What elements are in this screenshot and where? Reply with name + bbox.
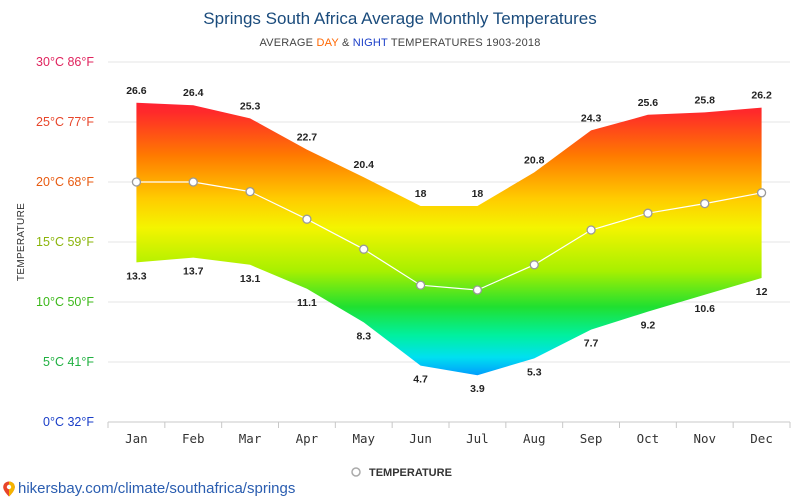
temperature-point[interactable] [188,177,198,187]
y-tick-label: 5°C 41°F [43,355,94,369]
subtitle-prefix: AVERAGE [259,37,316,49]
x-tick-label: Dec [750,431,773,446]
x-tick-label: Sep [580,431,603,446]
y-tick-label: 10°C 50°F [36,295,94,309]
day-value-label: 25.3 [240,100,261,112]
day-value-label: 25.8 [695,94,716,106]
day-value-label: 26.2 [751,90,772,102]
y-tick-label: 30°C 86°F [36,55,94,69]
x-tick-label: Apr [296,431,319,446]
night-value-label: 11.1 [297,297,317,309]
day-value-labels: 26.6 26.4 25.3 22.7 20.4 18 18 20.8 24.3 25.6 25.8… [126,85,772,200]
night-value-label: 3.9 [470,383,485,395]
x-axis-ticks: Jan Feb Mar Apr May Jun Jul Aug Sep Oct Nov Dec [107,422,791,446]
subtitle-amp: & [339,37,353,49]
temperature-point[interactable] [756,188,767,198]
y-tick-label: 20°C 68°F [36,175,94,189]
day-value-label: 20.4 [354,159,375,171]
y-axis-ticks: 30°C 86°F 25°C 77°F 20°C 68°F 15°C 59°F 10°C… [36,55,94,429]
night-value-label: 13.7 [183,266,204,278]
day-value-label: 20.8 [524,154,545,166]
night-value-label: 5.3 [527,366,542,378]
day-value-label: 26.4 [183,87,204,99]
y-axis-label: TEMPERATURE [16,203,27,281]
night-value-label: 4.7 [413,374,428,386]
x-tick-label: Feb [182,431,205,446]
day-value-label: 26.6 [126,85,147,97]
x-tick-label: Nov [693,431,716,446]
x-tick-label: Jun [409,431,432,446]
temperature-point[interactable] [302,214,312,224]
day-night-band [136,102,762,376]
subtitle-day: DAY [316,37,339,49]
legend-label: TEMPERATURE [369,467,452,479]
night-value-label: 10.6 [695,303,716,315]
temperature-point[interactable] [643,208,653,218]
y-tick-label: 25°C 77°F [36,115,94,129]
temperature-point[interactable] [131,177,142,187]
legend-marker-icon [351,467,361,477]
day-value-label: 24.3 [581,112,602,124]
subtitle-night: NIGHT [353,37,388,49]
x-tick-label: Jul [466,431,489,446]
x-tick-label: Mar [239,431,262,446]
temperature-point[interactable] [529,260,539,270]
x-tick-label: Jan [125,431,148,446]
x-tick-label: Aug [523,431,546,446]
night-value-labels: 13.3 13.7 13.1 11.1 8.3 4.7 3.9 5.3 7.7 9.2 10.6 12 [126,266,767,396]
chart-subtitle: AVERAGE DAY & NIGHT TEMPERATURES 1903-20… [259,37,540,49]
temperature-point[interactable] [359,244,369,254]
temperature-point[interactable] [415,280,426,290]
x-tick-label: Oct [637,431,660,446]
chart-title: Springs South Africa Average Monthly Tem… [203,9,596,28]
day-value-label: 25.6 [638,97,659,109]
night-value-label: 12 [756,286,768,298]
day-value-label: 18 [415,188,427,200]
y-tick-label: 15°C 59°F [36,235,94,249]
temperature-points [131,177,767,295]
footer-link[interactable]: hikersbay.com/climate/southafrica/spring… [2,480,295,497]
day-value-label: 22.7 [297,132,318,144]
map-pin-icon [3,481,15,496]
night-value-label: 7.7 [584,338,599,350]
day-value-label: 18 [472,188,484,200]
y-tick-label: 0°C 32°F [43,415,94,429]
footer-text: hikersbay.com/climate/southafrica/spring… [18,480,296,497]
temperature-point[interactable] [586,225,596,235]
night-value-label: 13.3 [126,270,147,282]
legend[interactable]: TEMPERATURE [351,467,452,479]
temperature-point[interactable] [700,198,710,209]
temperature-line [136,181,762,291]
x-tick-label: May [352,431,375,446]
subtitle-suffix: TEMPERATURES 1903-2018 [388,37,541,49]
temperature-point[interactable] [245,186,255,197]
night-value-label: 9.2 [641,320,656,332]
night-value-label: 13.1 [240,273,261,285]
temperature-point[interactable] [472,285,483,295]
night-value-label: 8.3 [356,330,371,342]
